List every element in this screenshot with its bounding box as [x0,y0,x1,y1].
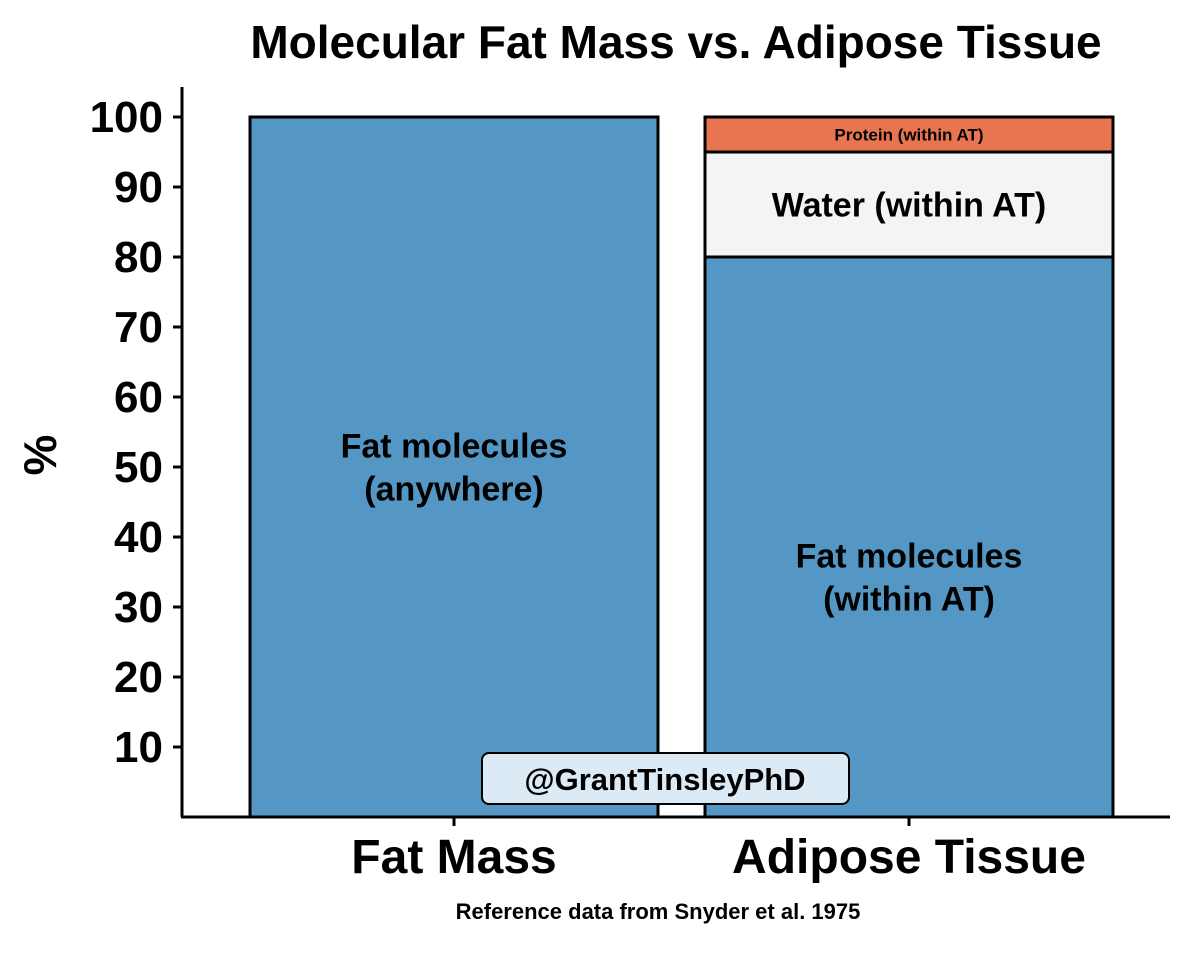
y-tick-label: 90 [114,163,163,212]
y-tick-label: 60 [114,373,163,422]
y-tick-label: 40 [114,513,163,562]
segment-label: Water (within AT) [772,186,1046,224]
watermark-box [481,752,850,805]
y-ticks: 10 20 30 40 50 60 70 80 90 100 [90,93,182,772]
x-tick-label: Fat Mass [351,831,556,884]
y-tick-label: 20 [114,653,163,702]
watermark-text: @GrantTinsleyPhD [524,762,805,797]
caption: Reference data from Snyder et al. 1975 [456,899,861,924]
y-tick-label: 100 [90,93,163,142]
bar-segment [248,115,660,819]
x-ticks: Fat Mass Adipose Tissue [351,817,1086,884]
segment-label: Protein (within AT) [834,125,983,144]
segment-label: Fat molecules (within AT) [796,537,1023,618]
watermark: @GrantTinsleyPhD [481,752,850,805]
y-tick-label: 30 [114,583,163,632]
y-tick-label: 80 [114,233,163,282]
y-tick-label: 50 [114,443,163,492]
y-tick-label: 70 [114,303,163,352]
x-tick-label: Adipose Tissue [732,831,1086,884]
y-tick-label: 10 [114,723,163,772]
bar-segment [703,115,1115,154]
plot-area: Fat molecules (anywhere) Fat molecules (wit… [248,115,1115,819]
segment-label: Fat molecules (anywhere) [341,427,568,508]
y-axis-label: % [14,435,66,476]
chart-title: Molecular Fat Mass vs. Adipose Tissue [250,16,1101,68]
